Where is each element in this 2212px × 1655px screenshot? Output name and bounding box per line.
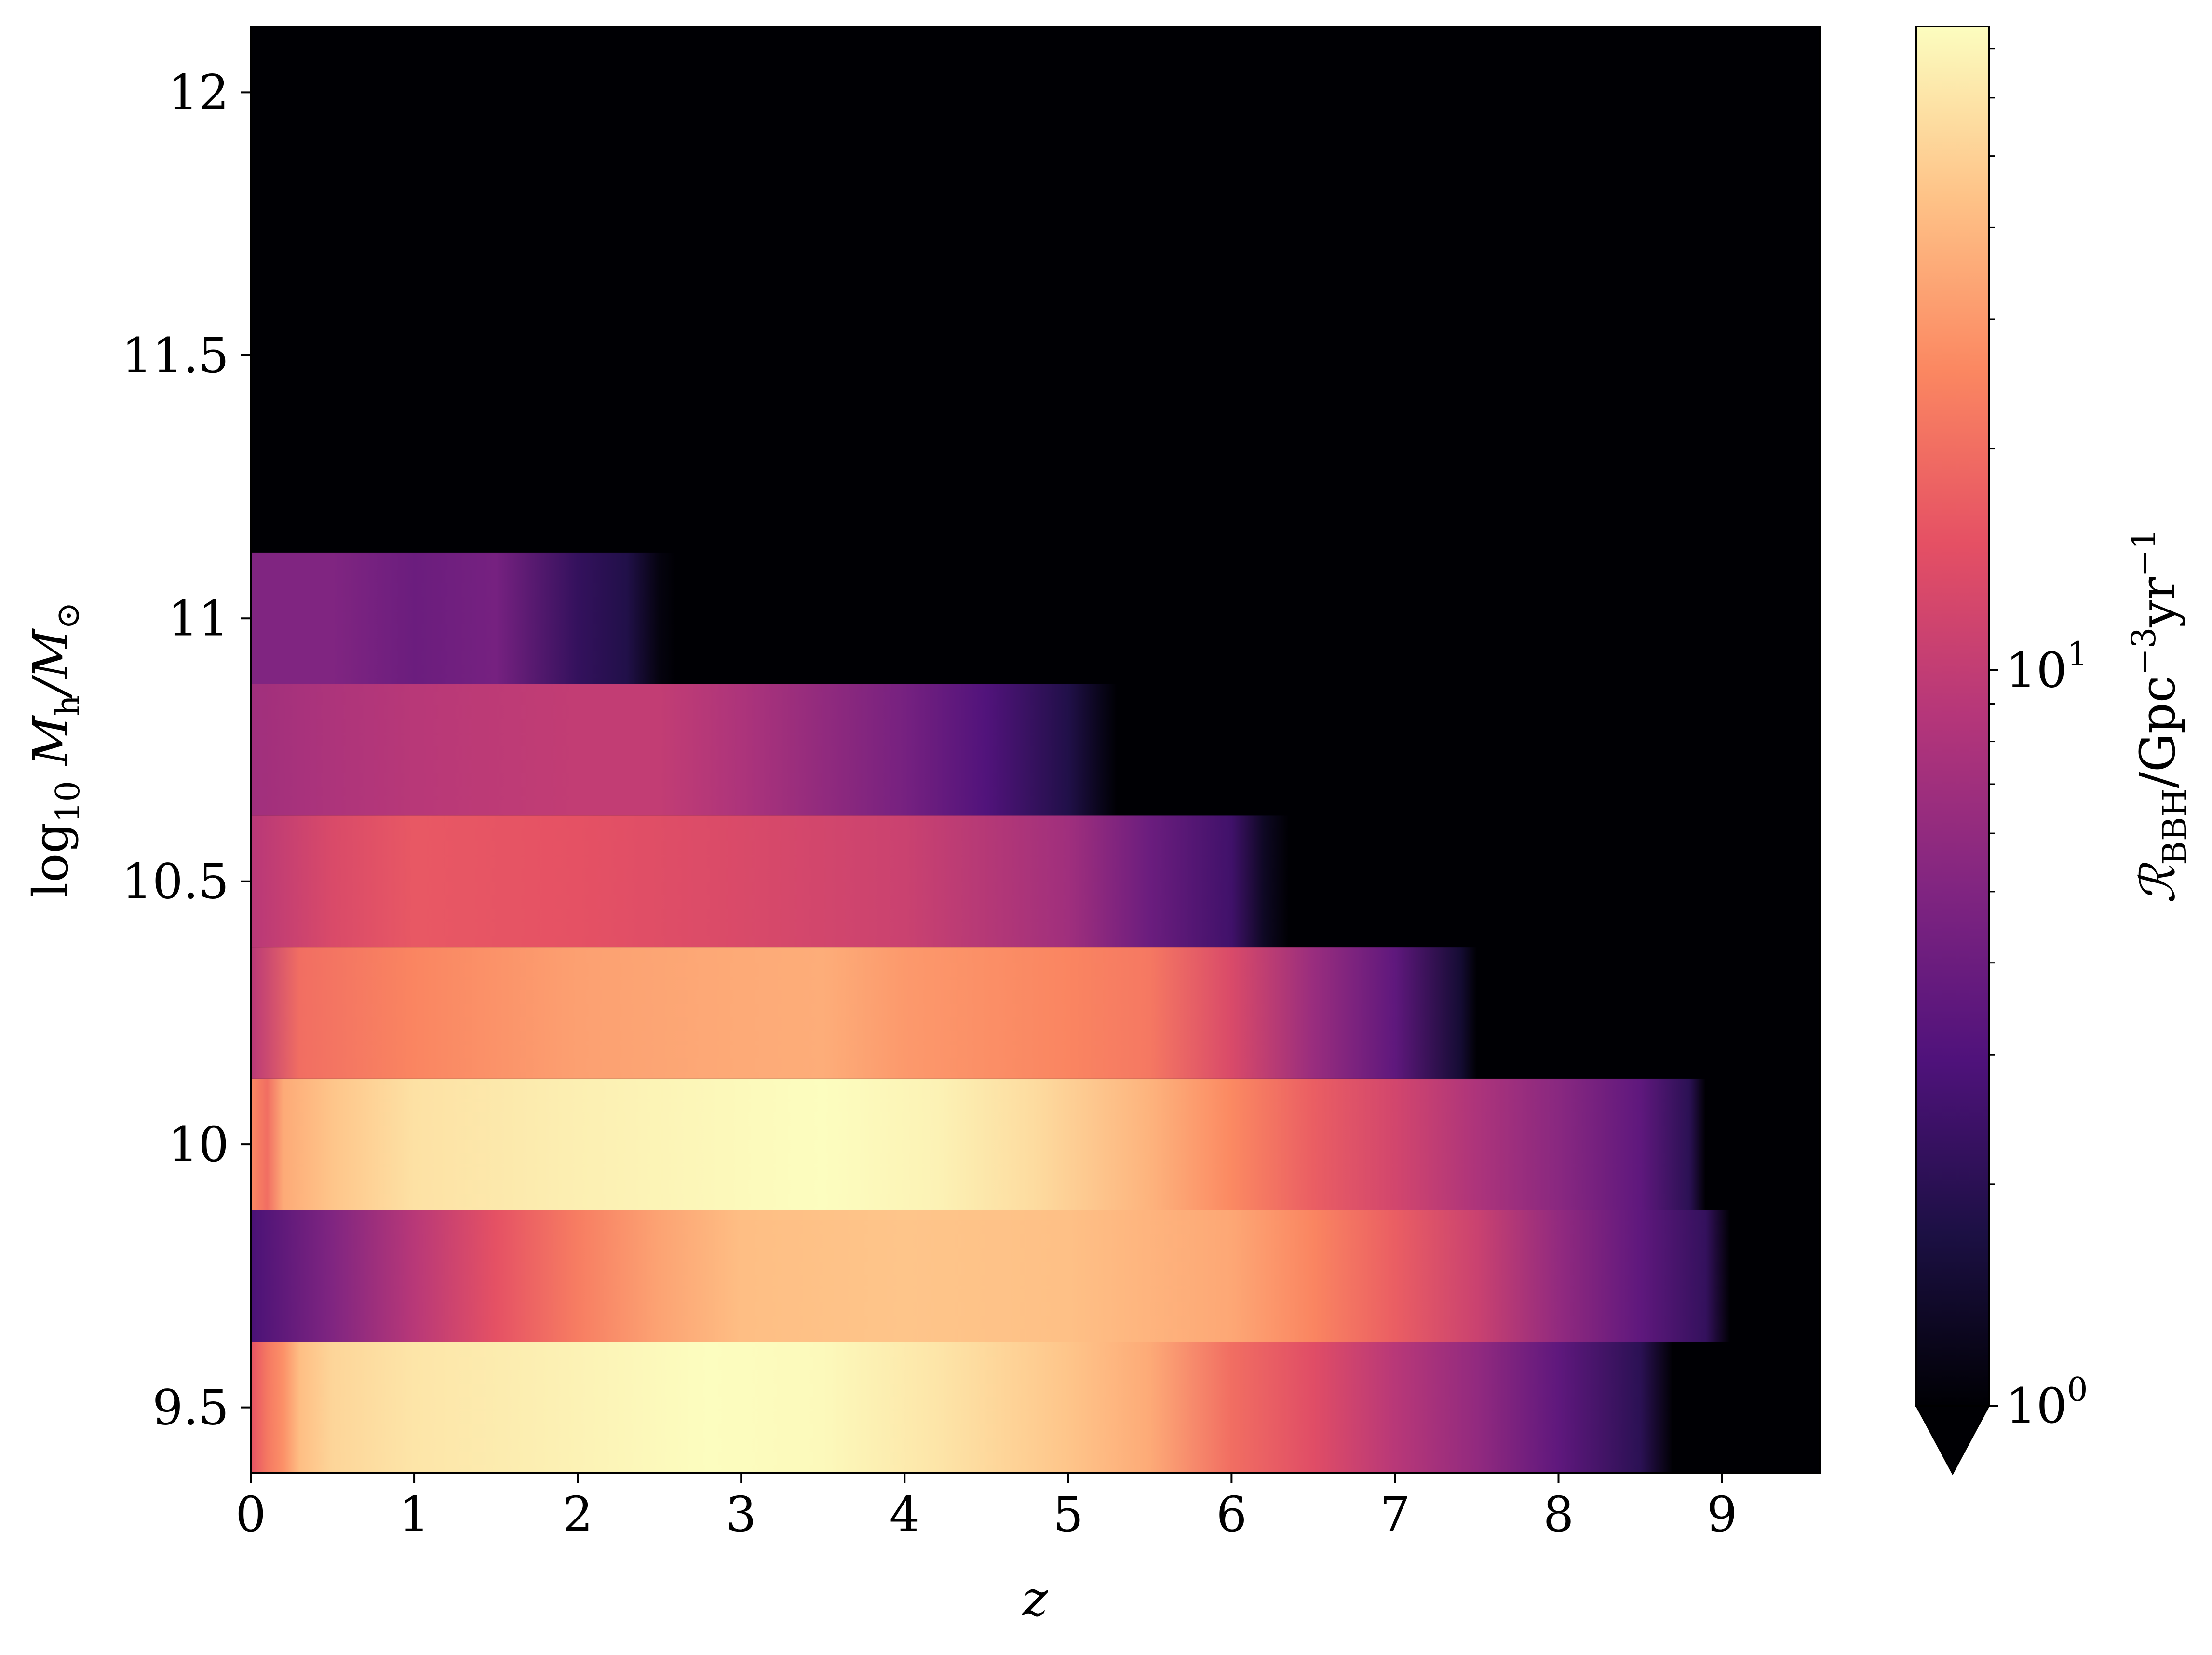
colorbar-label: ℛBBH/Gpc−3yr−1 [2125,529,2194,903]
colorbar-gradient [1915,26,1990,1407]
x-tick-label: 0 [235,1486,266,1543]
x-tick-label: 1 [399,1486,430,1543]
heatmap-row [251,1078,1820,1210]
y-tick-label: 11 [168,590,229,647]
plot-frame [250,26,1821,1474]
colorbar-tick-label: 100 [2006,1371,2088,1434]
y-tick-label: 10.5 [121,854,229,910]
x-tick-label: 2 [562,1486,593,1543]
plot-area [250,26,1821,1474]
x-tick-label: 8 [1543,1486,1574,1543]
x-tick-label: 5 [1053,1486,1084,1543]
x-tick-label: 6 [1216,1486,1247,1543]
heatmap-row [251,947,1820,1079]
y-tick-label: 11.5 [121,327,229,384]
y-axis: 9.5 10 10.5 11 11.5 12 [121,64,251,1436]
colorbar-ticks: 100 101 [1989,48,2088,1434]
colorbar-extend-min-triangle [1915,1405,1991,1476]
colorbar: 100 101 ℛBBH/Gpc−3yr−1 [1915,26,2194,1476]
heatmap-row [251,1210,1820,1342]
y-tick-label: 12 [168,64,229,121]
y-tick-label: 10 [168,1116,229,1173]
x-tick-label: 4 [889,1486,920,1543]
y-tick-label: 9.5 [152,1380,229,1436]
x-tick-label: 7 [1380,1486,1411,1543]
heatmap-row [251,552,1820,684]
x-axis-label: z [1022,1571,1049,1627]
x-tick-label: 9 [1707,1486,1738,1543]
heatmap-bands [251,552,1820,1473]
y-axis-label: log10 Mh/M⊙ [23,602,87,898]
colorbar-tick-label: 101 [2006,636,2088,699]
x-tick-label: 3 [726,1486,756,1543]
heatmap-row [251,1342,1820,1473]
heatmap-row [251,684,1820,816]
x-axis: 0 1 2 3 4 5 6 7 8 9 [235,1473,1737,1543]
heatmap-row [251,815,1820,948]
